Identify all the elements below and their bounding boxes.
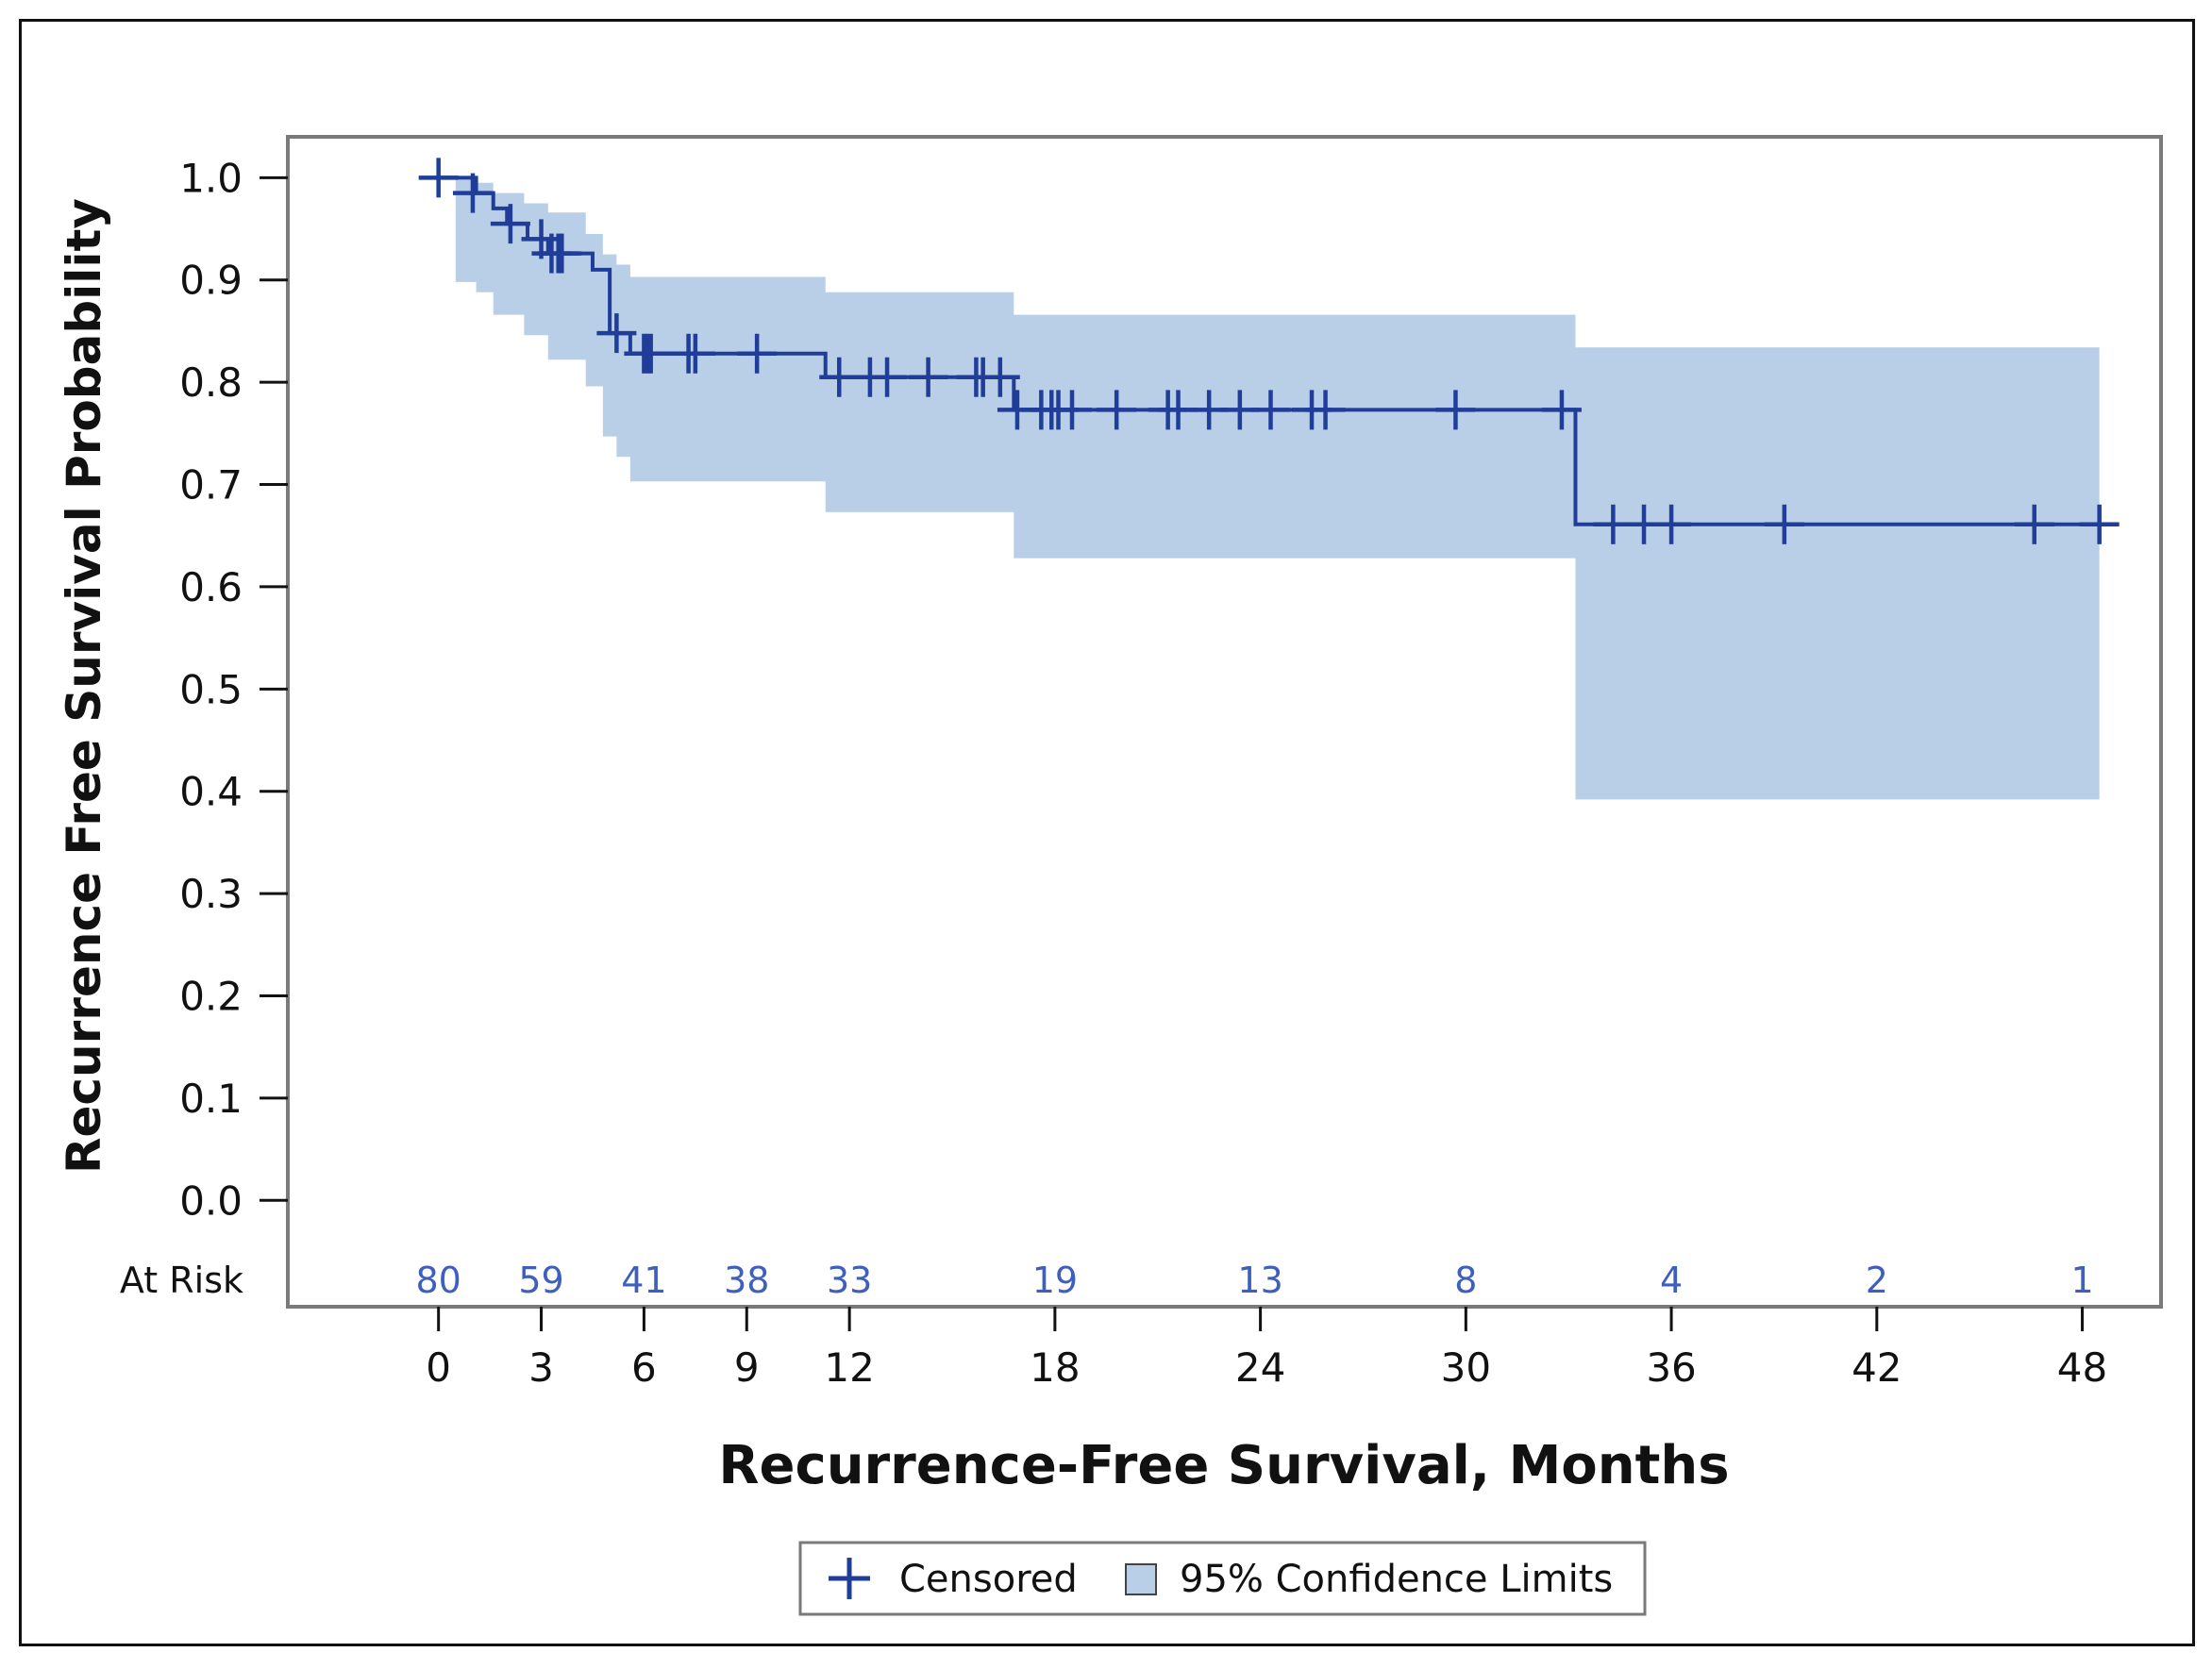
censor-marker <box>908 357 948 397</box>
y-tick-label: 0.6 <box>179 564 243 610</box>
legend: Censored 95% Confidence Limits <box>798 1541 1647 1616</box>
censor-marker <box>867 357 908 397</box>
x-tick-label: 12 <box>824 1344 874 1391</box>
at-risk-count: 2 <box>1866 1260 1888 1301</box>
censor-marker <box>737 333 778 374</box>
censor-marker-layer <box>418 158 2120 544</box>
y-tick-label: 0.3 <box>179 871 243 917</box>
y-axis-title: Recurrence Free Survival Probability <box>57 198 111 1174</box>
censor-marker <box>596 313 637 354</box>
x-tick-label: 18 <box>1030 1344 1080 1391</box>
y-tick-label: 0.5 <box>179 666 243 712</box>
censor-marker <box>675 333 715 374</box>
censor-marker <box>630 333 671 374</box>
at-risk-row: 80 59 41 38 33 19 13 8 4 2 1 <box>415 1260 2093 1301</box>
figure-frame <box>19 19 2195 1646</box>
x-tick-label: 6 <box>631 1344 657 1391</box>
at-risk-count: 33 <box>827 1260 872 1301</box>
legend-box <box>798 1541 1647 1616</box>
x-tick-label: 42 <box>1852 1344 1902 1391</box>
x-tick-label: 9 <box>734 1344 760 1391</box>
y-tick-label: 0.9 <box>179 258 243 304</box>
censor-marker <box>1651 504 1692 544</box>
y-tick-label: 0.7 <box>179 462 243 509</box>
y-tick-label: 0.4 <box>179 769 243 815</box>
y-tick-label: 0.8 <box>179 359 243 406</box>
censor-marker <box>2079 504 2120 544</box>
censor-marker <box>1250 390 1291 430</box>
censor-marker <box>542 233 582 274</box>
plot-frame <box>286 135 2163 1309</box>
x-axis: 0 3 6 9 12 18 24 30 36 42 48 <box>426 1307 2107 1391</box>
censor-marker <box>980 357 1020 397</box>
confidence-band-layer <box>438 177 2100 800</box>
y-tick-label: 0.0 <box>179 1177 243 1224</box>
legend-confidence-label: 95% Confidence Limits <box>1180 1558 1613 1601</box>
censor-marker <box>1097 390 1137 430</box>
at-risk-count: 80 <box>415 1260 461 1301</box>
at-risk-row-label: At Risk <box>120 1260 243 1301</box>
censor-marker <box>1435 390 1476 430</box>
legend-censored-label: Censored <box>899 1558 1078 1601</box>
x-tick-label: 36 <box>1646 1344 1696 1391</box>
x-tick-label: 30 <box>1441 1344 1491 1391</box>
y-tick-label: 0.2 <box>179 973 243 1019</box>
at-risk-count: 19 <box>1032 1260 1078 1301</box>
at-risk-count: 8 <box>1454 1260 1477 1301</box>
censor-marker <box>1052 390 1093 430</box>
at-risk-count: 38 <box>724 1260 769 1301</box>
x-tick-label: 3 <box>528 1344 554 1391</box>
confidence-band <box>438 177 2100 800</box>
at-risk-count: 4 <box>1660 1260 1683 1301</box>
censor-marker <box>418 158 459 198</box>
censor-marker <box>1305 390 1346 430</box>
legend-censor-icon <box>829 1558 870 1599</box>
x-tick-label: 48 <box>2057 1344 2107 1391</box>
y-axis: 0.0 0.1 0.2 0.3 0.4 0.5 0.6 0.7 0.8 0.9 1.0 <box>179 155 288 1224</box>
censor-marker <box>1541 390 1582 430</box>
x-tick-label: 0 <box>426 1344 451 1391</box>
at-risk-count: 1 <box>2070 1260 2093 1301</box>
censor-marker <box>452 173 493 213</box>
y-tick-label: 0.1 <box>179 1076 243 1122</box>
at-risk-count: 41 <box>621 1260 666 1301</box>
at-risk-count: 13 <box>1237 1260 1282 1301</box>
x-axis-title: Recurrence-Free Survival, Months <box>718 1435 1729 1496</box>
y-tick-label: 1.0 <box>179 155 243 201</box>
censor-marker <box>490 204 530 244</box>
x-tick-label: 24 <box>1235 1344 1285 1391</box>
censor-marker <box>2014 504 2054 544</box>
censor-marker <box>1764 504 1804 544</box>
at-risk-count: 59 <box>518 1260 563 1301</box>
legend-band-swatch <box>1125 1563 1157 1595</box>
